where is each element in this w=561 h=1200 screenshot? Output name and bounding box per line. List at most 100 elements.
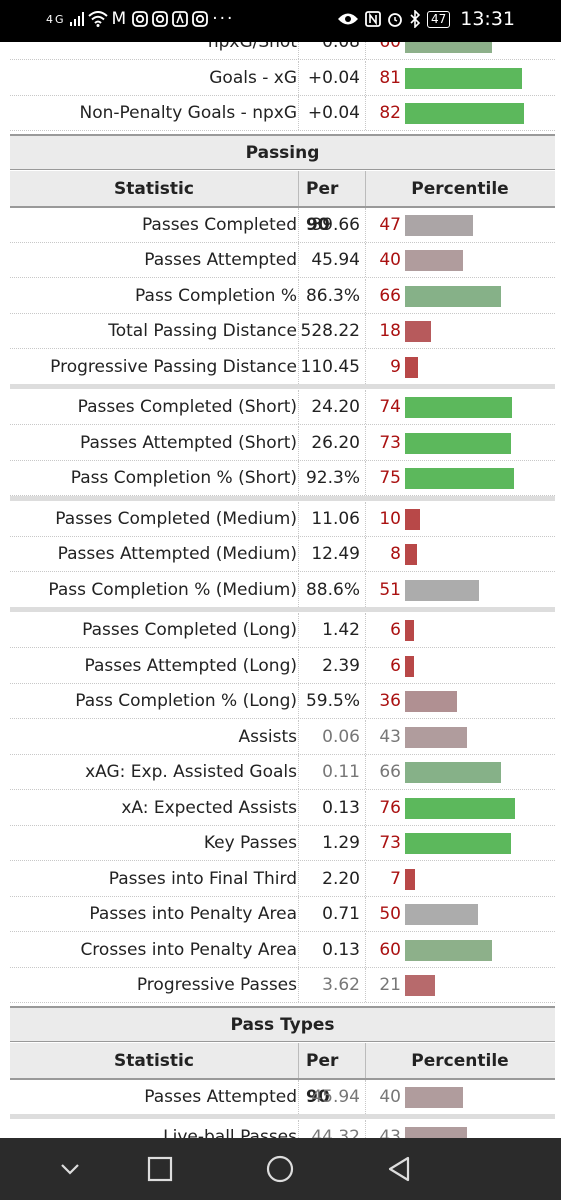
- column-divider: [365, 349, 366, 384]
- stat-name[interactable]: Passes Completed: [141, 214, 297, 235]
- percentile-value: 66: [379, 762, 401, 782]
- table-row: Assists 0.06 43: [10, 719, 555, 755]
- stat-name[interactable]: Live-ball Passes: [163, 1127, 297, 1138]
- column-divider: [298, 932, 299, 967]
- percentile-value: 43: [379, 726, 401, 747]
- stat-name[interactable]: Non-Penalty Goals - npxG: [79, 103, 298, 123]
- column-divider: [298, 897, 299, 931]
- stat-name[interactable]: Passes Attempted (Medium): [57, 544, 297, 564]
- table-row: Pass Completion % (Medium) 88.6% 51: [10, 572, 555, 608]
- column-divider: [365, 684, 366, 718]
- header-per90[interactable]: Per 90: [306, 178, 339, 235]
- header-per90[interactable]: Per 90: [306, 1050, 339, 1107]
- per90-value: +0.04: [307, 67, 360, 88]
- table-row: Pass Completion % (Short) 92.3% 75: [10, 461, 555, 496]
- percentile-bar: [405, 356, 419, 378]
- percentile-value: 40: [379, 1086, 401, 1107]
- status-left-icons: 4G M ···: [46, 9, 234, 29]
- stat-name[interactable]: Passes into Final Third: [108, 868, 297, 889]
- table-row: Passes Completed (Medium) 11.06 10: [10, 501, 555, 537]
- percentile-bar: [405, 397, 513, 418]
- stat-name[interactable]: Passes Attempted: [144, 250, 297, 270]
- header-percentile[interactable]: Percentile: [411, 178, 509, 199]
- percentile-value: 40: [379, 250, 401, 270]
- header-percentile[interactable]: Percentile: [411, 1050, 509, 1071]
- table-row: Live-ball Passes 44.32 43: [10, 1120, 555, 1138]
- column-divider: [365, 572, 366, 607]
- percentile-bar: [405, 691, 458, 712]
- percentile-bar: [405, 620, 414, 641]
- stat-name[interactable]: xA: Expected Assists: [121, 797, 297, 818]
- percentile-bar: [405, 904, 478, 925]
- column-divider: [298, 170, 299, 206]
- stat-name[interactable]: Crosses into Penalty Area: [80, 939, 297, 960]
- stat-name[interactable]: Pass Completion %: [135, 285, 297, 306]
- stat-name[interactable]: Passes into Penalty Area: [89, 904, 297, 924]
- stat-name[interactable]: Goals - xG: [209, 67, 297, 88]
- column-divider: [365, 897, 366, 931]
- table-row: xA: Expected Assists 0.13 76: [10, 790, 555, 826]
- page-content[interactable]: npxG/Shot 0.08 60 Goals - xG +0.04 81 Non-Pena…: [0, 28, 561, 1138]
- column-divider: [365, 1079, 366, 1114]
- percentile-bar: [405, 762, 501, 783]
- stat-name[interactable]: Passes Attempted (Short): [79, 432, 297, 453]
- stat-name[interactable]: Pass Completion % (Short): [70, 468, 297, 488]
- column-divider: [365, 1042, 366, 1078]
- stat-name[interactable]: Progressive Passes: [136, 975, 297, 995]
- column-divider: [365, 1120, 366, 1138]
- per90-value: 528.22: [300, 321, 360, 341]
- stat-name[interactable]: Pass Completion % (Medium): [48, 579, 297, 600]
- stat-name[interactable]: Key Passes: [203, 833, 297, 853]
- table-row: Passes Attempted 45.94 40: [10, 1079, 555, 1115]
- stat-name[interactable]: Passes Completed (Short): [77, 397, 297, 417]
- group-separator: [10, 1114, 555, 1119]
- per90-value: 86.3%: [305, 285, 360, 306]
- status-bar: 4G M ··· 47 13:31: [0, 0, 561, 42]
- table-row: Total Passing Distance 528.22 18: [10, 314, 555, 349]
- header-statistic[interactable]: Statistic: [114, 178, 194, 199]
- stat-name[interactable]: xAG: Exp. Assisted Goals: [85, 762, 297, 782]
- stat-name[interactable]: Progressive Passing Distance: [50, 356, 297, 377]
- column-divider: [365, 826, 366, 860]
- table-header: Statistic Per 90 Percentile: [10, 1042, 555, 1107]
- back-icon[interactable]: [382, 1152, 416, 1186]
- per90-value: 88.6%: [305, 579, 360, 600]
- column-divider: [365, 861, 366, 896]
- per90-value: 44.32: [311, 1127, 360, 1138]
- home-icon[interactable]: [263, 1152, 297, 1186]
- percentile-bar: [405, 726, 468, 748]
- header-statistic[interactable]: Statistic: [114, 1050, 194, 1071]
- chevron-down-icon[interactable]: [53, 1152, 87, 1186]
- percentile-value: 73: [379, 833, 401, 853]
- table-row: Goals - xG +0.04 81: [10, 60, 555, 96]
- stat-name[interactable]: Assists: [238, 726, 297, 747]
- nfc-icon: [365, 11, 381, 27]
- clock-time: 13:31: [460, 8, 515, 30]
- percentile-value: 81: [379, 67, 401, 88]
- percentile-value: 74: [379, 397, 401, 417]
- per90-value: 3.62: [322, 975, 360, 995]
- table-row: xAG: Exp. Assisted Goals 0.11 66: [10, 755, 555, 790]
- bluetooth-icon: [410, 10, 421, 28]
- stat-name[interactable]: Total Passing Distance: [108, 321, 297, 341]
- percentile-bar: [405, 833, 511, 854]
- group-separator: [10, 384, 555, 389]
- battery-icon: 47: [426, 10, 451, 28]
- percentile-value: 7: [390, 868, 401, 889]
- percentile-value: 8: [390, 544, 401, 564]
- group-separator: [10, 607, 555, 612]
- stat-name[interactable]: Passes Attempted (Long): [84, 655, 297, 676]
- column-divider: [365, 613, 366, 647]
- per90-value: 24.20: [311, 397, 360, 417]
- percentile-value: 66: [379, 285, 401, 306]
- stat-name[interactable]: Passes Completed (Medium): [55, 508, 297, 529]
- stat-name[interactable]: Passes Attempted: [144, 1086, 297, 1107]
- recents-icon[interactable]: [143, 1152, 177, 1186]
- column-divider: [365, 314, 366, 348]
- percentile-bar: [405, 67, 523, 89]
- table-row: Passes Attempted (Short) 26.20 73: [10, 425, 555, 461]
- stat-name[interactable]: Passes Completed (Long): [82, 620, 297, 640]
- column-divider: [298, 826, 299, 860]
- table-row: Passes Completed (Long) 1.42 6: [10, 613, 555, 648]
- stat-name[interactable]: Pass Completion % (Long): [75, 691, 297, 711]
